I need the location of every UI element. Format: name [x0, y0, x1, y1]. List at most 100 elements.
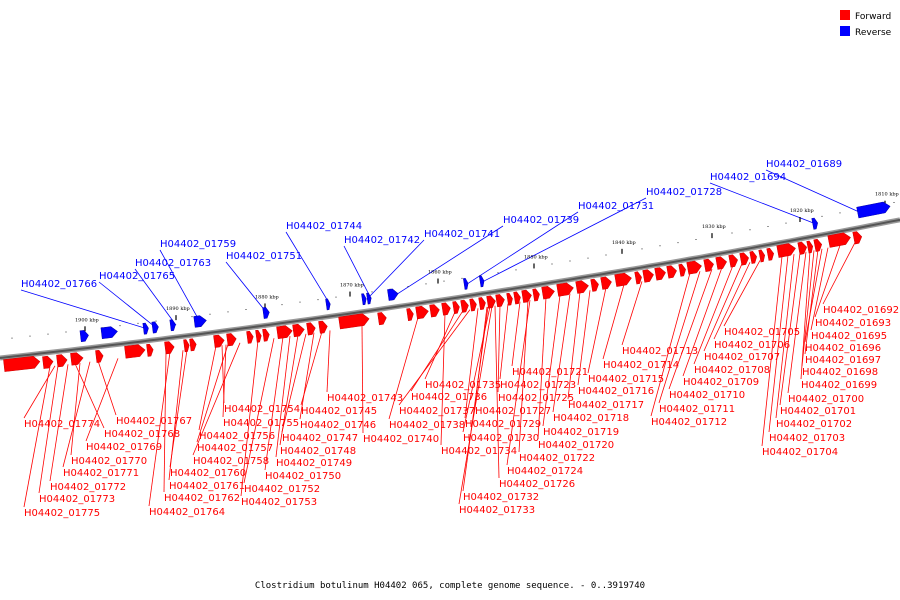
gene-label: H04402_01753: [241, 497, 317, 508]
leader-line: [801, 250, 815, 367]
forward-gene-arrow: [541, 286, 555, 300]
forward-gene-arrow: [406, 308, 414, 322]
legend-forward-label: Forward: [855, 12, 891, 22]
gene-label: H04402_01761: [169, 481, 245, 492]
leader-line: [85, 358, 119, 442]
leader-line: [787, 251, 807, 394]
gene-label: H04402_01770: [71, 456, 147, 467]
gene-label: H04402_01747: [282, 433, 358, 444]
leader-line: [775, 254, 795, 419]
gene-label: H04402_01731: [578, 201, 654, 212]
gene-label: H04402_01738: [389, 420, 465, 431]
leader-line: [74, 363, 105, 429]
gene-label: H04402_01718: [553, 413, 629, 424]
leader-line: [395, 225, 504, 296]
leader-line: [98, 281, 157, 328]
leader-line: [709, 182, 817, 225]
leader-line: [577, 290, 591, 386]
forward-gene-arrow: [452, 301, 460, 315]
forward-gene-arrow: [495, 294, 505, 308]
gene-label: H04402_01706: [714, 340, 790, 351]
leader-line: [800, 251, 811, 380]
leader-line: [23, 366, 51, 508]
forward-gene-arrow: [703, 258, 714, 272]
gene-label: H04402_01760: [170, 468, 246, 479]
gene-label: H04402_01720: [538, 440, 614, 451]
forward-gene-arrow: [441, 302, 451, 316]
genome-backbone: [0, 217, 900, 361]
leader-line: [70, 362, 81, 456]
gene-label: H04402_01692: [823, 305, 899, 316]
gene-label: H04402_01713: [622, 346, 698, 357]
forward-gene-arrow: [262, 328, 270, 342]
gene-label: H04402_01772: [50, 482, 126, 493]
leader-line: [243, 338, 275, 484]
leader-line: [281, 333, 307, 433]
forward-gene-arrow: [478, 297, 486, 310]
tick-label: 1850 kbp: [524, 254, 548, 260]
gene-label: H04402_01746: [300, 420, 376, 431]
gene-label: H04402_01724: [507, 466, 583, 477]
leader-line: [240, 340, 259, 497]
forward-gene-arrow: [183, 339, 190, 353]
forward-gene-arrow: [460, 299, 469, 313]
reverse-gene-arrow: [193, 315, 207, 328]
gene-label: H04402_01716: [578, 386, 654, 397]
forward-gene-arrow: [56, 354, 68, 368]
forward-gene-arrow: [429, 304, 440, 318]
forward-gene-arrow: [95, 349, 104, 363]
leader-line: [458, 306, 493, 505]
gene-label: H04402_01745: [301, 406, 377, 417]
leader-line: [602, 284, 625, 360]
gene-label: H04402_01717: [568, 400, 644, 411]
forward-gene-arrow: [292, 323, 305, 338]
leader-line: [814, 245, 841, 318]
gene-label: H04402_01765: [99, 271, 175, 282]
leader-line: [682, 267, 723, 377]
gene-label: H04402_01728: [646, 187, 722, 198]
gene-label: H04402_01773: [39, 494, 115, 505]
gene-label: H04402_01712: [651, 417, 727, 428]
forward-gene-arrow: [827, 232, 851, 248]
gene-label: H04402_01723: [500, 380, 576, 391]
forward-gene-arrow: [614, 272, 632, 287]
gene-label: H04402_01726: [499, 479, 575, 490]
leader-line: [264, 336, 284, 471]
forward-gene-arrow: [575, 280, 589, 294]
gene-label: H04402_01743: [327, 393, 403, 404]
forward-gene-arrow: [469, 298, 477, 312]
forward-gene-arrow: [164, 341, 175, 355]
leader-line: [97, 360, 117, 416]
leader-line: [49, 364, 69, 482]
tick-label: 1900 kbp: [75, 317, 99, 323]
gene-label: H04402_01771: [63, 468, 139, 479]
gene-label: H04402_01757: [197, 443, 273, 454]
tick-label: 1830 kbp: [702, 224, 726, 230]
forward-gene-arrow: [813, 238, 823, 252]
leader-line: [567, 291, 581, 400]
leader-line: [761, 256, 783, 447]
gene-arrows: [3, 201, 891, 372]
reverse-gene-arrow: [479, 275, 485, 288]
forward-gene-arrow: [686, 260, 702, 275]
leader-line: [285, 231, 331, 305]
leader-line: [198, 345, 217, 431]
leader-line: [658, 271, 701, 404]
leader-line: [494, 305, 500, 479]
forward-gene-arrow: [776, 243, 796, 258]
gene-label: H04402_01774: [24, 419, 100, 430]
gene-label: H04402_01741: [424, 229, 500, 240]
forward-gene-arrow: [486, 295, 496, 309]
forward-gene-arrow: [506, 292, 513, 306]
gene-label: H04402_01702: [776, 419, 852, 430]
forward-gene-arrow: [226, 333, 237, 347]
gene-label: H04402_01693: [815, 318, 891, 329]
gene-label: H04402_01721: [512, 367, 588, 378]
gene-label: H04402_01729: [465, 419, 541, 430]
forward-gene-arrow: [758, 249, 765, 263]
gene-label: H04402_01725: [498, 393, 574, 404]
leader-line: [38, 365, 59, 494]
gene-label: H04402_01704: [762, 447, 838, 458]
legend-reverse-label: Reverse: [855, 28, 892, 38]
leader-line: [552, 293, 571, 413]
